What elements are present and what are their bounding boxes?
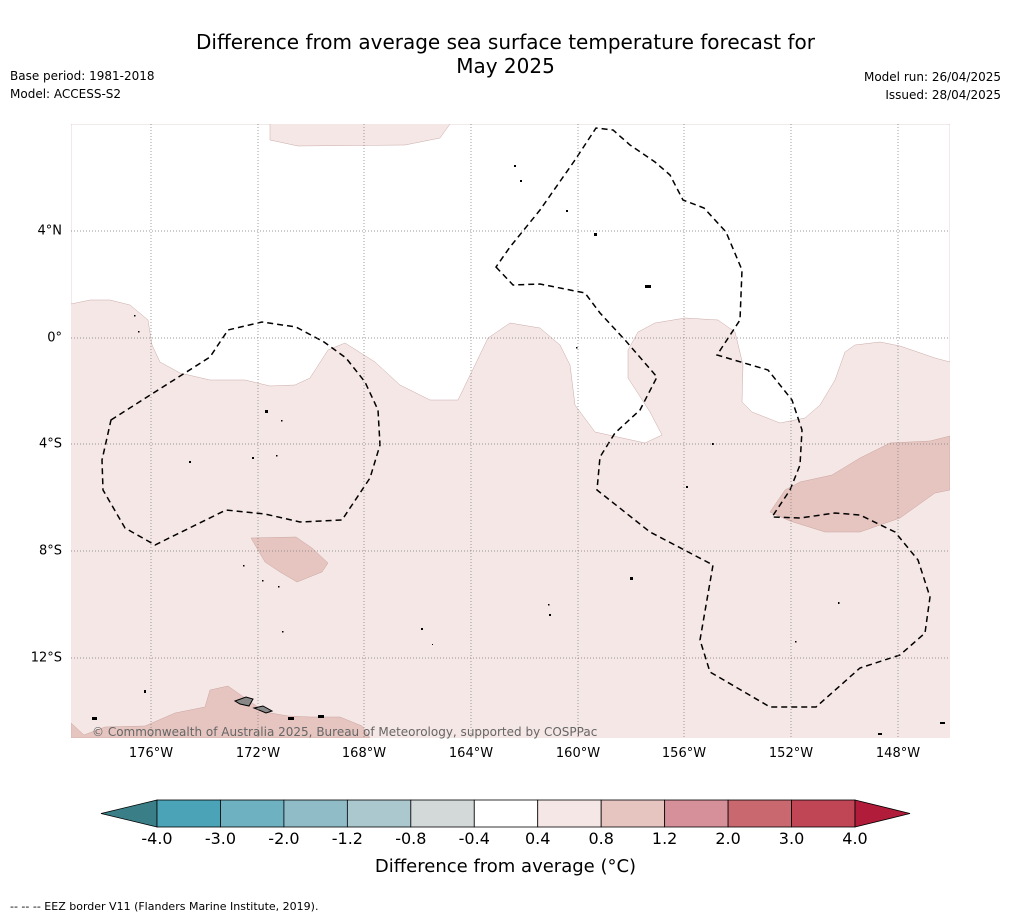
lon-label: 172°W <box>235 746 281 761</box>
lat-label: 12°S <box>30 650 62 666</box>
lat-label: 4°N <box>37 223 63 239</box>
colorbar-extend-high <box>854 799 911 828</box>
colorbar-tick-label: -3.0 <box>204 829 237 848</box>
lon-label: 168°W <box>341 746 387 761</box>
colorbar-swatch <box>791 799 856 828</box>
colorbar-swatches <box>100 799 911 828</box>
colorbar-swatch <box>727 799 792 828</box>
colorbar-swatch <box>473 799 539 828</box>
colorbar-tick-label: 3.0 <box>778 829 805 848</box>
model-name: Model: ACCESS-S2 <box>10 87 122 101</box>
eez-footnote: -- -- -- EEZ border V11 (Flanders Marine… <box>10 900 319 913</box>
colorbar-tick-label: 0.8 <box>588 829 614 848</box>
eez-borders <box>101 127 931 708</box>
title-line-2: May 2025 <box>456 54 555 78</box>
copyright-notice: © Commonwealth of Australia 2025, Bureau… <box>92 725 598 739</box>
warm-anomaly-patch-central <box>250 536 329 583</box>
right-meta: Model run: 26/04/2025 Issued: 28/04/2025 <box>864 70 1001 102</box>
colorbar-tick-label: -0.8 <box>395 829 427 848</box>
lon-label: 156°W <box>661 746 707 761</box>
colorbar-swatch <box>220 799 285 828</box>
colorbar-swatch <box>283 799 348 828</box>
colorbar-swatch <box>664 799 729 828</box>
lon-label: 152°W <box>768 746 814 761</box>
colorbar-swatch <box>600 799 666 828</box>
colorbar-swatch <box>410 799 475 828</box>
title-line-1: Difference from average sea surface temp… <box>195 30 815 54</box>
lon-label: 160°W <box>555 746 601 761</box>
colorbar-tick-label: -2.0 <box>268 829 300 848</box>
colorbar-tick-label: 1.2 <box>651 829 678 848</box>
colorbar-swatch <box>346 799 412 828</box>
colorbar-tick-label: -4.0 <box>141 829 173 848</box>
colorbar-tick-label: 2.0 <box>715 829 741 848</box>
base-period: Base period: 1981-2018 <box>10 69 155 83</box>
model-run: Model run: 26/04/2025 <box>863 70 1001 84</box>
lon-label: 176°W <box>128 746 174 761</box>
lon-label: 148°W <box>875 746 921 761</box>
colorbar-label: Difference from average (°C) <box>374 856 637 877</box>
samoa-upolu <box>233 696 254 707</box>
colorbar-swatch <box>537 799 602 828</box>
colorbar-tick-label: 0.4 <box>524 829 551 848</box>
colorbar-tick-label: -0.4 <box>458 829 490 848</box>
colorbar-swatch <box>156 799 221 828</box>
colorbar-extend-low <box>100 799 158 828</box>
samoa-tutuila <box>252 705 274 714</box>
issued-date: Issued: 28/04/2025 <box>885 88 1001 102</box>
left-meta: Base period: 1981-2018 Model: ACCESS-S2 <box>10 69 155 101</box>
lat-label: 8°S <box>38 543 62 559</box>
map-area <box>71 124 950 738</box>
map-title: Difference from average sea surface temp… <box>0 30 1011 78</box>
islands <box>92 165 945 735</box>
lon-label: 164°W <box>448 746 494 761</box>
warm-anomaly-patch-east <box>769 435 950 533</box>
graticule <box>71 124 950 738</box>
neutral-anomaly-region <box>71 124 950 444</box>
colorbar-tick-label: -1.2 <box>331 829 363 848</box>
lat-label: 0° <box>47 330 62 346</box>
colorbar-tick-label: 4.0 <box>842 829 868 848</box>
lat-label: 4°S <box>38 436 62 452</box>
eez-border-west <box>101 321 381 546</box>
